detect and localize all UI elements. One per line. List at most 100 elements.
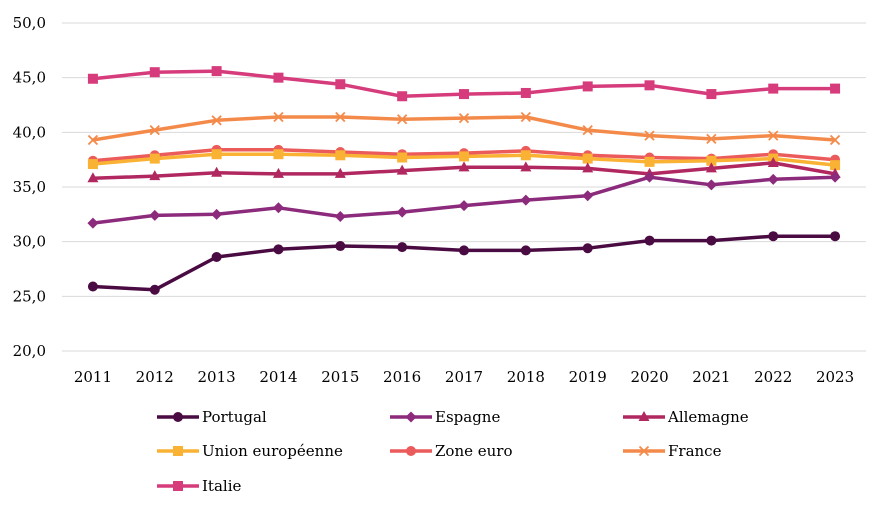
data-point — [458, 161, 470, 172]
y-tick-label: 35,0 — [13, 178, 46, 196]
data-point — [520, 87, 531, 98]
data-point — [87, 159, 98, 170]
y-tick-label: 25,0 — [13, 287, 46, 305]
legend-label: France — [668, 442, 722, 460]
legend-label: Zone euro — [435, 442, 513, 460]
data-point — [706, 133, 717, 145]
legend-item: France — [623, 442, 722, 460]
series-line — [92, 234, 836, 292]
legend-item: Union européenne — [157, 442, 343, 460]
series-portugal — [87, 231, 841, 295]
series-group — [87, 66, 841, 295]
legend-marker — [173, 446, 183, 456]
data-point — [767, 173, 779, 185]
data-point — [211, 149, 222, 160]
data-point — [397, 91, 408, 102]
data-point — [706, 235, 717, 246]
x-tick-label: 2022 — [754, 368, 792, 386]
data-point — [273, 72, 284, 83]
data-point — [149, 170, 161, 181]
x-axis-ticks: 2011 2012 2013 2014 2015 2016 2017 2018 2019 2020… — [74, 368, 854, 386]
data-point — [459, 151, 469, 162]
data-point — [396, 206, 408, 218]
data-point — [149, 67, 160, 78]
data-point — [211, 166, 223, 177]
x-tick-label: 2012 — [136, 368, 174, 386]
data-point — [458, 112, 470, 124]
y-tick-label: 30,0 — [13, 233, 46, 251]
data-point — [334, 167, 346, 178]
data-point — [767, 156, 779, 167]
data-point — [520, 150, 531, 161]
data-point — [830, 160, 841, 171]
series-line — [92, 115, 836, 142]
data-point — [705, 162, 717, 173]
legend: Portugal Espagne Allemagne Union européenne… — [157, 408, 749, 495]
x-tick-label: 2015 — [321, 368, 359, 386]
x-tick-label: 2011 — [74, 368, 112, 386]
y-tick-label: 45,0 — [13, 69, 46, 87]
data-point — [520, 194, 532, 206]
data-point — [396, 164, 408, 175]
x-tick-label: 2023 — [816, 368, 854, 386]
data-point — [397, 242, 408, 253]
data-point — [582, 190, 594, 202]
data-point — [644, 235, 655, 246]
data-point — [335, 150, 346, 161]
x-tick-label: 2021 — [692, 368, 730, 386]
legend-label: Espagne — [435, 408, 500, 426]
legend-marker — [638, 411, 650, 421]
data-point — [520, 111, 531, 123]
x-tick-label: 2017 — [445, 368, 483, 386]
data-point — [830, 231, 841, 242]
data-point — [273, 244, 284, 255]
legend-label: Italie — [202, 477, 241, 495]
x-tick-label: 2013 — [198, 368, 236, 386]
y-axis-ticks: 20,0 25,0 30,0 35,0 40,0 45,0 50,0 — [13, 14, 46, 360]
data-point — [644, 80, 655, 91]
data-point — [149, 125, 160, 136]
data-point — [768, 83, 779, 94]
data-point — [768, 231, 779, 242]
data-point — [582, 81, 593, 92]
series-union-européenne — [87, 149, 841, 171]
data-point — [211, 115, 222, 126]
x-tick-label: 2020 — [630, 368, 668, 386]
data-point — [149, 153, 160, 164]
data-point — [273, 149, 284, 160]
legend-item: Allemagne — [623, 408, 749, 426]
data-point — [87, 281, 98, 292]
data-point — [397, 114, 408, 125]
data-point — [644, 171, 656, 183]
x-tick-label: 2018 — [507, 368, 545, 386]
y-tick-label: 40,0 — [13, 123, 46, 141]
legend-marker — [173, 412, 183, 422]
legend-item: Italie — [157, 477, 241, 495]
data-point — [582, 125, 593, 136]
legend-item: Portugal — [157, 408, 267, 426]
data-point — [87, 134, 99, 146]
data-point — [87, 73, 98, 84]
data-point — [87, 217, 99, 229]
data-point — [582, 153, 593, 164]
data-point — [459, 89, 469, 100]
x-tick-label: 2014 — [259, 368, 297, 386]
legend-marker — [173, 481, 183, 491]
data-point — [211, 66, 222, 77]
legend-marker — [405, 411, 417, 423]
data-point — [705, 179, 717, 191]
data-point — [272, 202, 284, 214]
data-point — [149, 209, 161, 221]
data-point — [397, 152, 408, 163]
legend-item: Espagne — [390, 408, 500, 426]
data-point — [149, 284, 160, 295]
data-point — [335, 111, 346, 123]
data-point — [335, 79, 346, 90]
data-point — [706, 155, 717, 166]
legend-marker — [638, 445, 650, 457]
data-point — [644, 156, 655, 167]
data-point — [644, 130, 655, 141]
legend-label: Allemagne — [667, 408, 749, 426]
data-point — [520, 161, 532, 172]
